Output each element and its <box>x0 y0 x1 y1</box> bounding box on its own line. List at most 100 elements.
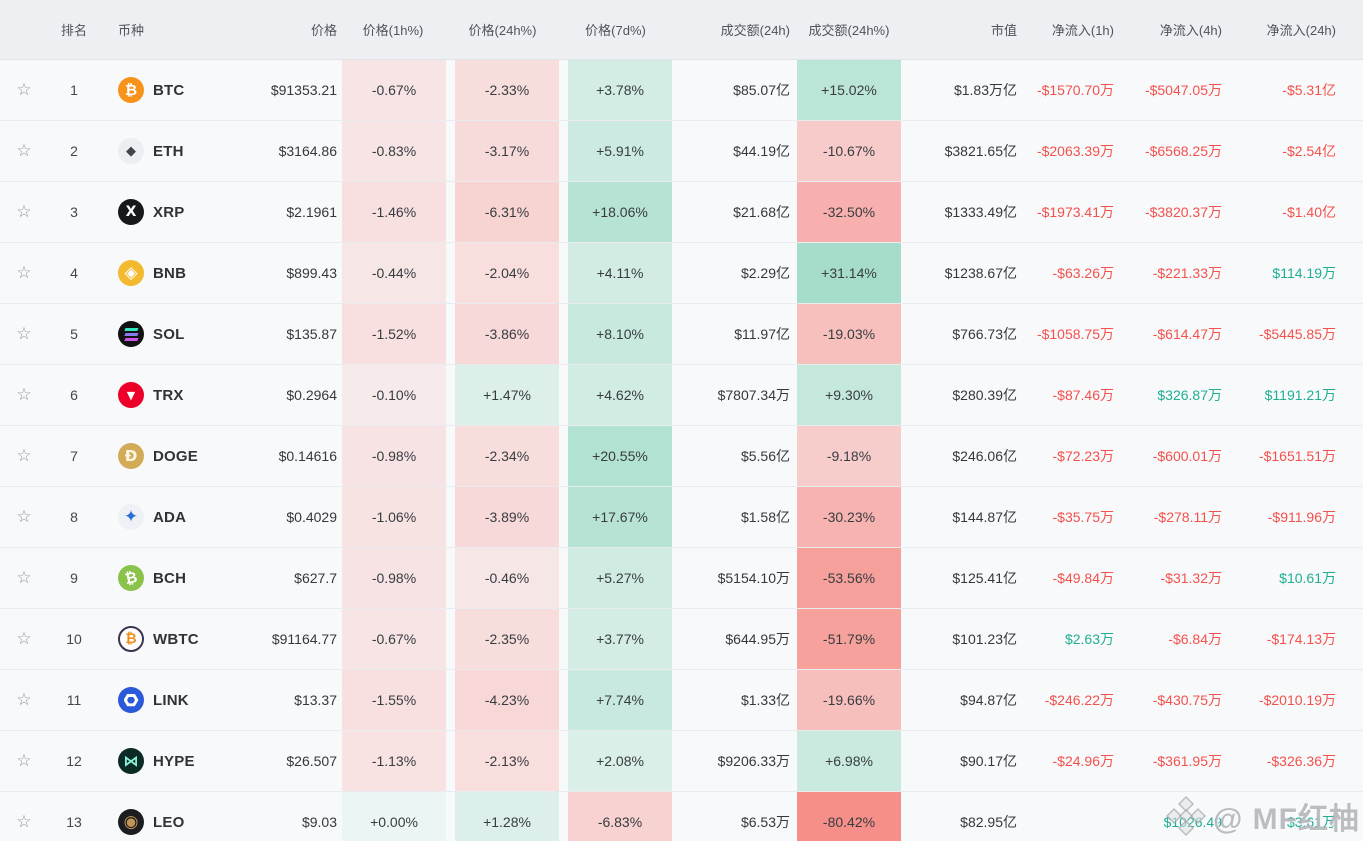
price-24h-pct-cell: -2.04% <box>455 243 559 303</box>
rank-cell: 6 <box>70 387 78 403</box>
coin-symbol: SOL <box>153 325 185 343</box>
table-row[interactable]: ☆ 2 ◆ ETH $3164.86 -0.83% -3.17% +5.91% … <box>0 121 1363 182</box>
price-24h-pct-cell: -3.86% <box>455 304 559 364</box>
market-cap-cell: $280.39亿 <box>952 387 1017 403</box>
rank-cell: 10 <box>66 631 82 647</box>
coin-cell: ₿ WBTC <box>100 609 240 669</box>
netflow-4h-cell: -$361.95万 <box>1152 753 1222 769</box>
table-row[interactable]: ☆ 8 ✦ ADA $0.4029 -1.06% -3.89% +17.67% … <box>0 487 1363 548</box>
favorite-star-icon[interactable]: ☆ <box>16 689 32 710</box>
netflow-1h-cell: -$49.84万 <box>1052 570 1114 586</box>
netflow-24h-cell: $3.61万 <box>1286 814 1336 830</box>
favorite-star-icon[interactable]: ☆ <box>16 811 32 832</box>
favorite-cell: ☆ <box>0 548 48 608</box>
table-row[interactable]: ☆ 5 SOL $135.87 -1.52% -3.86% +8.10% $11… <box>0 304 1363 365</box>
price-cell: $627.7 <box>294 570 337 586</box>
price-1h-pct-cell: -1.52% <box>342 304 446 364</box>
table-row[interactable]: ☆ 4 ◈ BNB $899.43 -0.44% -2.04% +4.11% $… <box>0 243 1363 304</box>
rank-cell: 4 <box>70 265 78 281</box>
volume-pct-24h-cell: -19.66% <box>797 670 901 730</box>
header-price[interactable]: 价格 <box>310 23 337 38</box>
header-netflow-24h[interactable]: 净流入(24h) <box>1266 23 1336 38</box>
volume-24h-cell: $9206.33万 <box>717 753 790 769</box>
price-cell: $13.37 <box>294 692 337 708</box>
header-netflow-4h[interactable]: 净流入(4h) <box>1159 23 1222 38</box>
table-row[interactable]: ☆ 9 ₿ BCH $627.7 -0.98% -0.46% +5.27% $5… <box>0 548 1363 609</box>
netflow-24h-cell: -$2.54亿 <box>1282 143 1336 159</box>
favorite-star-icon[interactable]: ☆ <box>16 140 32 161</box>
netflow-24h-cell: -$326.36万 <box>1266 753 1336 769</box>
header-price-1h[interactable]: 价格(1h%) <box>362 23 424 38</box>
coin-symbol: BCH <box>153 569 187 587</box>
favorite-star-icon[interactable]: ☆ <box>16 79 32 100</box>
volume-24h-cell: $1.58亿 <box>740 509 790 525</box>
table-row[interactable]: ☆ 7 Ð DOGE $0.14616 -0.98% -2.34% +20.55… <box>0 426 1363 487</box>
header-netflow-1h[interactable]: 净流入(1h) <box>1051 23 1114 38</box>
table-row[interactable]: ☆ 13 ◉ LEO $9.03 +0.00% +1.28% -6.83% $6… <box>0 792 1363 841</box>
favorite-cell: ☆ <box>0 670 48 730</box>
coin-cell: Ð DOGE <box>100 426 240 486</box>
netflow-1h-cell: -$24.96万 <box>1052 753 1114 769</box>
table-header: 排名 币种 价格 价格(1h%) 价格(24h%) 价格(7d%) 成交额(24… <box>0 0 1363 60</box>
price-1h-pct-cell: +0.00% <box>342 792 446 841</box>
netflow-24h-cell: -$2010.19万 <box>1258 692 1336 708</box>
price-1h-pct-cell: -0.83% <box>342 121 446 181</box>
rank-cell: 13 <box>66 814 82 830</box>
wbtc-icon: ₿ <box>118 626 144 652</box>
favorite-star-icon[interactable]: ☆ <box>16 323 32 344</box>
header-price-7d[interactable]: 价格(7d%) <box>585 23 646 38</box>
bnb-icon: ◈ <box>118 260 144 286</box>
price-24h-pct-cell: +1.28% <box>455 792 559 841</box>
price-24h-pct-cell: -2.13% <box>455 731 559 791</box>
table-row[interactable]: ☆ 12 ⋈ HYPE $26.507 -1.13% -2.13% +2.08%… <box>0 731 1363 792</box>
price-1h-pct-cell: -0.44% <box>342 243 446 303</box>
table-row[interactable]: ☆ 6 ▼ TRX $0.2964 -0.10% +1.47% +4.62% $… <box>0 365 1363 426</box>
price-1h-pct-cell: -0.67% <box>342 60 446 120</box>
eth-icon: ◆ <box>118 138 144 164</box>
price-cell: $91353.21 <box>270 82 337 98</box>
favorite-cell: ☆ <box>0 426 48 486</box>
header-price-24h[interactable]: 价格(24h%) <box>468 23 537 38</box>
coin-symbol: WBTC <box>153 630 199 648</box>
netflow-4h-cell: -$600.01万 <box>1152 448 1222 464</box>
netflow-4h-cell: -$614.47万 <box>1152 326 1222 342</box>
price-cell: $899.43 <box>286 265 337 281</box>
rank-cell: 5 <box>70 326 78 342</box>
rank-cell: 7 <box>70 448 78 464</box>
netflow-24h-cell: -$1.40亿 <box>1282 204 1336 220</box>
header-market-cap[interactable]: 市值 <box>990 23 1017 38</box>
table-row[interactable]: ☆ 3 X XRP $2.1961 -1.46% -6.31% +18.06% … <box>0 182 1363 243</box>
netflow-24h-cell: -$174.13万 <box>1266 631 1336 647</box>
netflow-4h-cell: $326.87万 <box>1157 387 1222 403</box>
netflow-24h-cell: $1191.21万 <box>1264 387 1336 403</box>
market-cap-cell: $125.41亿 <box>952 570 1017 586</box>
header-coin[interactable]: 币种 <box>118 23 145 38</box>
favorite-star-icon[interactable]: ☆ <box>16 628 32 649</box>
market-cap-cell: $246.06亿 <box>952 448 1017 464</box>
favorite-star-icon[interactable]: ☆ <box>16 506 32 527</box>
volume-pct-24h-cell: -10.67% <box>797 121 901 181</box>
netflow-4h-cell: -$6.84万 <box>1168 631 1222 647</box>
favorite-star-icon[interactable]: ☆ <box>16 201 32 222</box>
table-row[interactable]: ☆ 1 ₿ BTC $91353.21 -0.67% -2.33% +3.78%… <box>0 60 1363 121</box>
favorite-star-icon[interactable]: ☆ <box>16 567 32 588</box>
price-cell: $0.14616 <box>278 448 337 464</box>
header-rank[interactable]: 排名 <box>60 23 87 38</box>
coin-symbol: BNB <box>153 264 187 282</box>
header-volume-24h[interactable]: 成交额(24h) <box>720 23 790 38</box>
favorite-star-icon[interactable]: ☆ <box>16 445 32 466</box>
coin-cell: ⋈ HYPE <box>100 731 240 791</box>
price-7d-pct-cell: -6.83% <box>568 792 672 841</box>
market-cap-cell: $766.73亿 <box>952 326 1017 342</box>
price-7d-pct-cell: +18.06% <box>568 182 672 242</box>
volume-pct-24h-cell: -80.42% <box>797 792 901 841</box>
favorite-star-icon[interactable]: ☆ <box>16 262 32 283</box>
favorite-star-icon[interactable]: ☆ <box>16 384 32 405</box>
table-row[interactable]: ☆ 10 ₿ WBTC $91164.77 -0.67% -2.35% +3.7… <box>0 609 1363 670</box>
table-row[interactable]: ☆ 11 LINK $13.37 -1.55% -4.23% +7.74% $1… <box>0 670 1363 731</box>
header-volume-pct-24h[interactable]: 成交额(24h%) <box>808 23 890 38</box>
favorite-star-icon[interactable]: ☆ <box>16 750 32 771</box>
volume-pct-24h-cell: -19.03% <box>797 304 901 364</box>
netflow-4h-cell: -$3820.37万 <box>1144 204 1222 220</box>
